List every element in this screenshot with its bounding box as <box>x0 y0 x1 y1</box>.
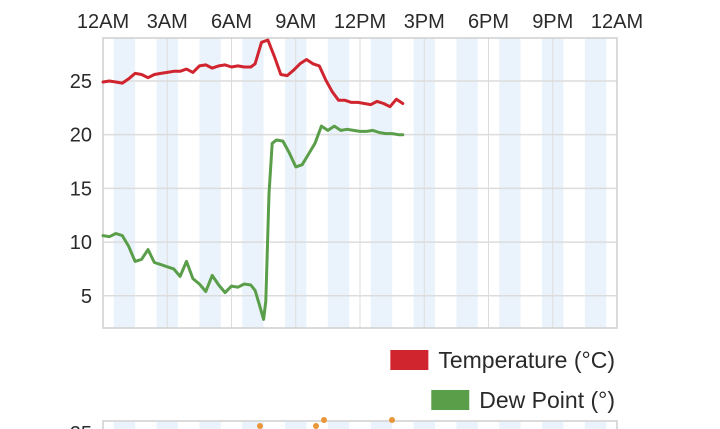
next-chart-band <box>456 422 478 429</box>
next-chart-frame <box>102 420 618 429</box>
x-tick-label: 12PM <box>334 11 386 33</box>
next-chart-band <box>499 422 521 429</box>
next-chart-band <box>370 422 393 429</box>
next-chart-band <box>413 422 435 429</box>
next-chart-band <box>285 422 307 429</box>
y-tick-label: 25 <box>70 71 92 93</box>
next-chart-band <box>113 422 136 429</box>
hour-band <box>242 38 264 328</box>
legend-dew-point-label: Dew Point (°) <box>479 387 615 413</box>
hour-band <box>584 38 607 328</box>
x-axis-tick-labels: 12AM 3AM 6AM 9AM 12PM 3PM 6PM 9PM 12AM <box>77 11 643 33</box>
legend-temperature-swatch <box>390 350 429 370</box>
x-tick-label: 6AM <box>211 11 252 33</box>
y-tick-label: 15 <box>70 178 92 200</box>
x-tick-label: 12AM <box>591 11 643 33</box>
night-day-bands <box>113 38 607 328</box>
x-tick-label: 3AM <box>147 11 188 33</box>
next-chart-y-tick-label: 25 <box>70 423 92 429</box>
legend: Temperature (°C) Dew Point (°) <box>390 347 615 413</box>
x-tick-label: 9AM <box>275 11 316 33</box>
x-tick-label: 6PM <box>468 11 509 33</box>
hour-band <box>499 38 521 328</box>
next-chart-band <box>199 422 221 429</box>
dew-point-series-line <box>101 124 405 321</box>
next-chart-band <box>327 422 350 429</box>
y-tick-label: 5 <box>81 286 92 308</box>
hour-band <box>370 38 393 328</box>
next-chart-band <box>156 422 178 429</box>
x-tick-label: 9PM <box>532 11 573 33</box>
plot-frame <box>102 37 618 329</box>
hour-band <box>199 38 221 328</box>
y-axis-tick-labels: 5 10 15 20 25 <box>70 71 92 308</box>
next-chart-preview: 25 <box>70 417 618 429</box>
x-tick-label: 12AM <box>77 11 129 33</box>
next-chart-band <box>584 422 607 429</box>
x-tick-label: 3PM <box>404 11 445 33</box>
legend-dew-point-item: Dew Point (°) <box>431 387 615 413</box>
y-tick-label: 20 <box>70 125 92 147</box>
legend-temperature-item: Temperature (°C) <box>390 347 615 373</box>
next-chart-band <box>242 422 264 429</box>
next-chart-point <box>257 423 263 429</box>
next-chart-point <box>313 423 319 429</box>
next-chart-point <box>389 417 395 423</box>
hour-band <box>113 38 136 328</box>
next-chart-band <box>542 422 564 429</box>
y-tick-label: 10 <box>70 232 92 254</box>
legend-dew-point-swatch <box>431 390 470 410</box>
hour-band <box>456 38 478 328</box>
series-layer <box>101 38 405 321</box>
hour-band <box>327 38 350 328</box>
legend-temperature-label: Temperature (°C) <box>438 347 615 373</box>
next-chart-point <box>321 417 327 423</box>
temperature-series-line <box>101 38 405 109</box>
